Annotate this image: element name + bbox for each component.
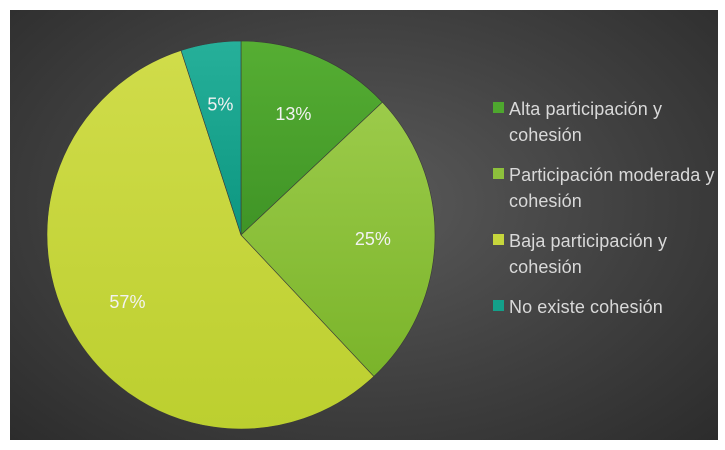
pie-slice (46, 50, 375, 430)
data-label: 57% (109, 292, 145, 312)
legend-label: Participación moderada y cohesión (509, 165, 715, 211)
pie-slice (240, 40, 383, 236)
legend-item: Participación moderada y cohesión (493, 162, 715, 214)
legend: Alta participación y cohesión Participac… (493, 96, 715, 334)
legend-swatch (493, 102, 504, 113)
legend-item: No existe cohesión (493, 294, 715, 320)
pie-slice (240, 101, 436, 377)
legend-item: Baja participación y cohesión (493, 228, 715, 280)
legend-label: No existe cohesión (509, 297, 663, 317)
data-label: 13% (275, 104, 311, 124)
chart-area: 13% 25% 57% 5% Alta participación y cohesió… (10, 10, 718, 440)
pie-slice (180, 40, 242, 236)
legend-swatch (493, 168, 504, 179)
legend-swatch (493, 234, 504, 245)
pie-chart: 13% 25% 57% 5% (46, 40, 436, 430)
legend-label: Alta participación y cohesión (509, 99, 663, 145)
legend-label: Baja participación y cohesión (509, 231, 668, 277)
legend-item: Alta participación y cohesión (493, 96, 715, 148)
data-label: 25% (355, 229, 391, 249)
data-label: 5% (207, 95, 233, 115)
legend-swatch (493, 300, 504, 311)
